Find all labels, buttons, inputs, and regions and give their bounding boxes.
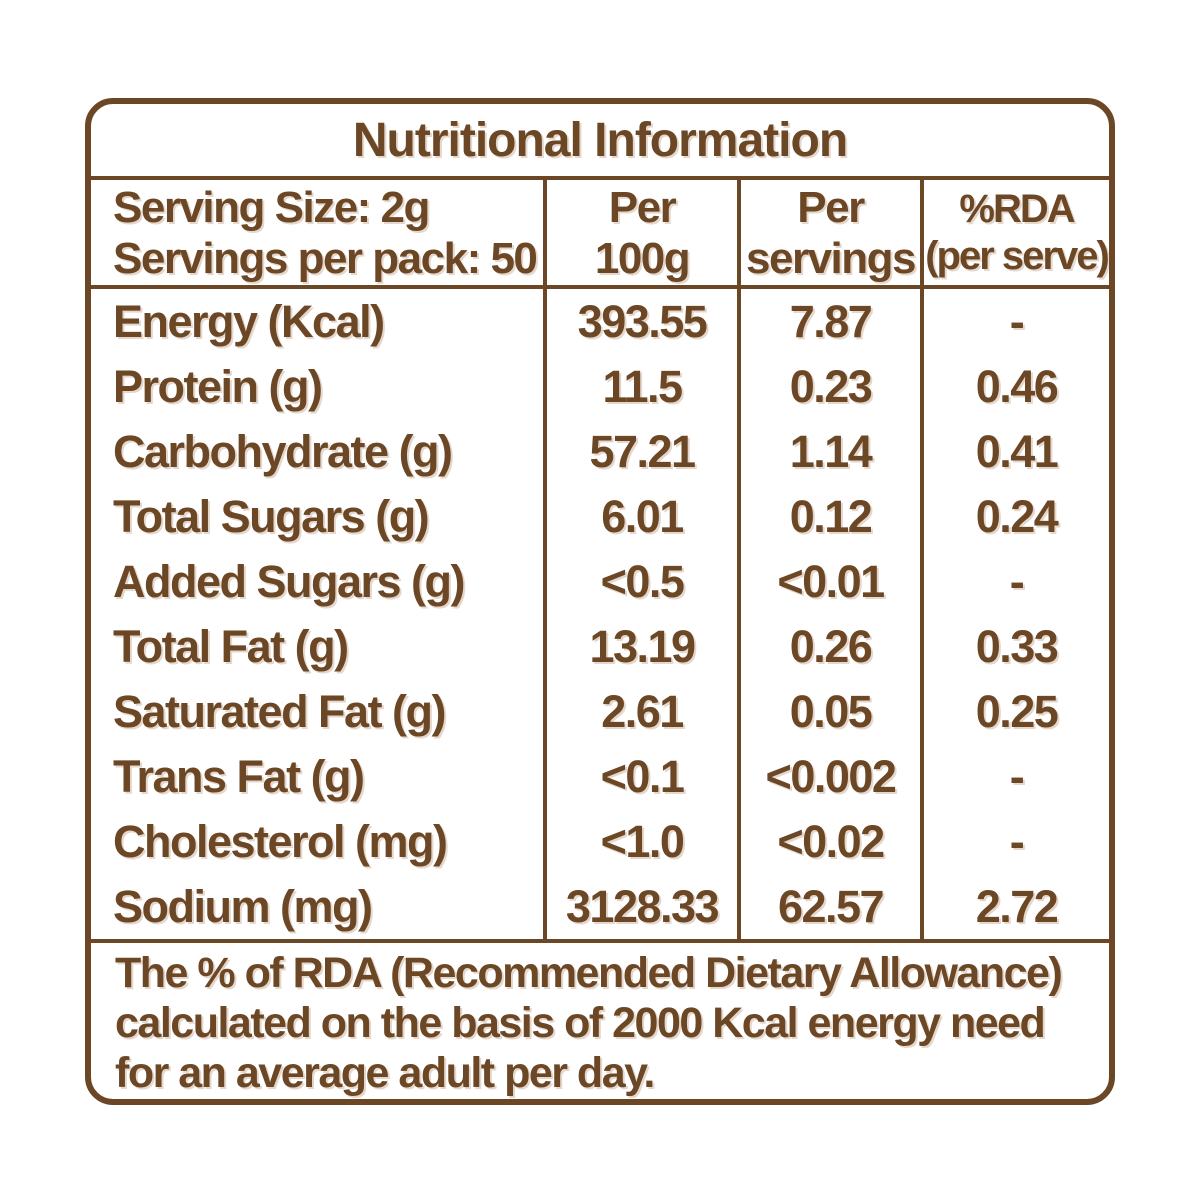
value-per-serving: 7.87 bbox=[737, 289, 920, 355]
row-label: Total Fat (g) bbox=[113, 620, 349, 672]
value-per-serving: <0.002 bbox=[737, 744, 920, 810]
value-rda: - bbox=[920, 549, 1109, 615]
value-per-100g: 2.61 bbox=[543, 679, 737, 745]
column-header-per-servings: Per servings bbox=[737, 180, 920, 286]
value-rda: 0.41 bbox=[920, 419, 1109, 485]
value-per-serving: <0.02 bbox=[737, 809, 920, 875]
row-label: Trans Fat (g) bbox=[113, 750, 365, 802]
serving-info: Serving Size: 2g Servings per pack: 50 bbox=[113, 182, 538, 283]
row-label: Saturated Fat (g) bbox=[113, 685, 447, 737]
value-rda: 2.72 bbox=[920, 874, 1109, 940]
row-label: Total Sugars (g) bbox=[113, 490, 430, 542]
value-rda: 0.25 bbox=[920, 679, 1109, 745]
value-rda: 0.46 bbox=[920, 354, 1109, 420]
value-rda: - bbox=[920, 289, 1109, 355]
value-per-100g: <0.1 bbox=[543, 744, 737, 810]
value-per-serving: 0.26 bbox=[737, 614, 920, 680]
column-header-per-100g: Per 100g bbox=[543, 180, 737, 286]
value-per-100g: 13.19 bbox=[543, 614, 737, 680]
row-label: Protein (g) bbox=[113, 360, 323, 412]
value-rda: 0.24 bbox=[920, 484, 1109, 550]
value-per-serving: 62.57 bbox=[737, 874, 920, 940]
value-per-100g: 393.55 bbox=[543, 289, 737, 355]
row-label: Carbohydrate (g) bbox=[113, 425, 453, 477]
value-per-100g: 3128.33 bbox=[543, 874, 737, 940]
value-per-serving: <0.01 bbox=[737, 549, 920, 615]
table-header-row: Serving Size: 2g Servings per pack: 50 P… bbox=[91, 180, 1109, 290]
rda-footnote: The % of RDA (Recommended Dietary Allowa… bbox=[91, 939, 1109, 1099]
table-title: Nutritional Information bbox=[352, 113, 848, 167]
value-per-100g: 6.01 bbox=[543, 484, 737, 550]
value-rda: 0.33 bbox=[920, 614, 1109, 680]
row-label: Sodium (mg) bbox=[113, 880, 373, 932]
value-per-100g: <1.0 bbox=[543, 809, 737, 875]
value-per-serving: 1.14 bbox=[737, 419, 920, 485]
value-per-100g: <0.5 bbox=[543, 549, 737, 615]
row-label: Added Sugars (g) bbox=[113, 555, 466, 607]
value-per-100g: 11.5 bbox=[543, 354, 737, 420]
row-label: Cholesterol (mg) bbox=[113, 815, 448, 867]
table-title-row: Nutritional Information bbox=[91, 104, 1109, 181]
column-header-rda: %RDA (per serve) bbox=[920, 180, 1109, 286]
value-per-serving: 0.23 bbox=[737, 354, 920, 420]
value-rda: - bbox=[920, 809, 1109, 875]
value-per-serving: 0.12 bbox=[737, 484, 920, 550]
table-body: Energy (Kcal) 393.55 7.87 - Protein (g) … bbox=[91, 289, 1109, 940]
value-rda: - bbox=[920, 744, 1109, 810]
value-per-100g: 57.21 bbox=[543, 419, 737, 485]
nutrition-table: Nutritional Information Serving Size: 2g… bbox=[85, 98, 1115, 1105]
row-label: Energy (Kcal) bbox=[113, 295, 385, 347]
value-per-serving: 0.05 bbox=[737, 679, 920, 745]
